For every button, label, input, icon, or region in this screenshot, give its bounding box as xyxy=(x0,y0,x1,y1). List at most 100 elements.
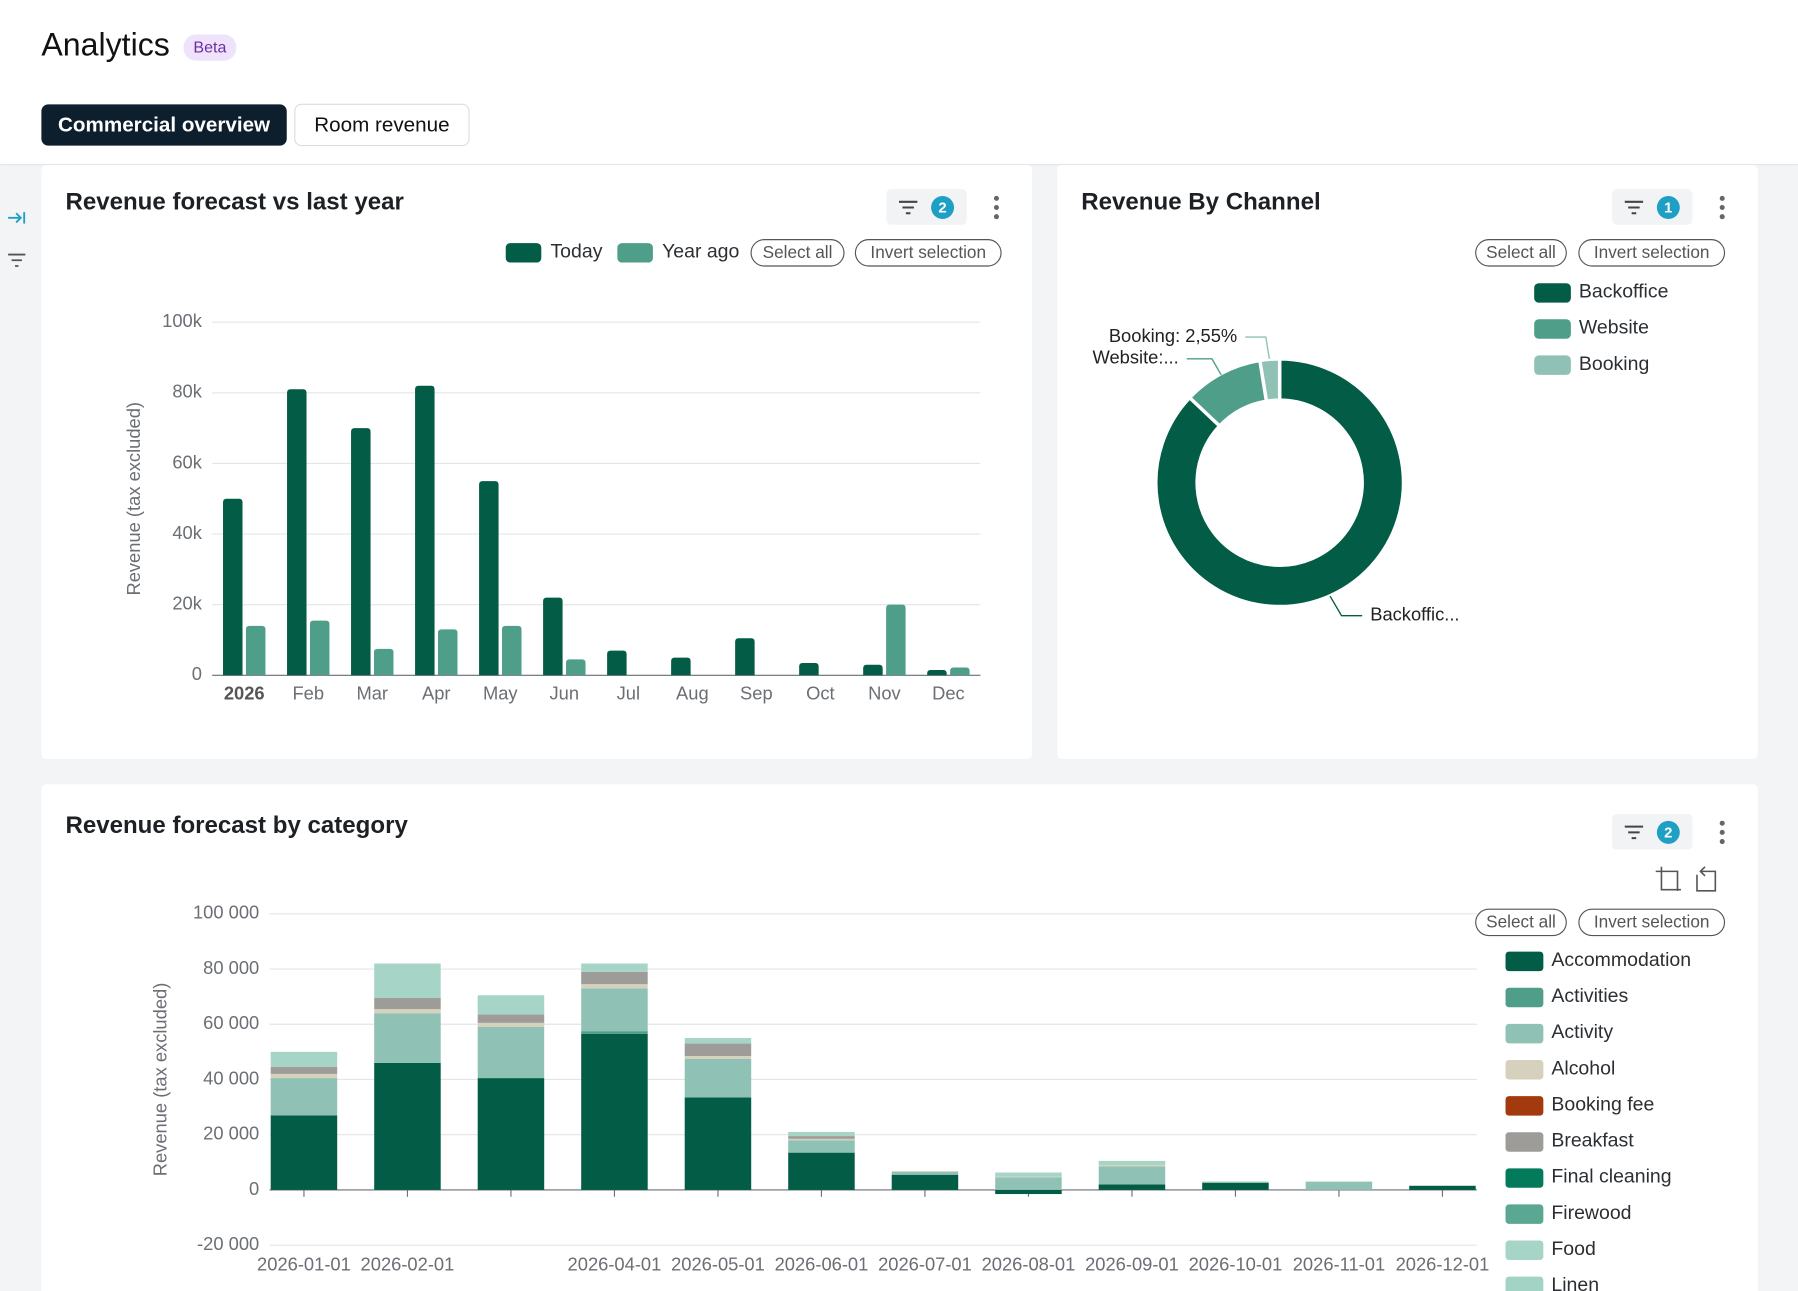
legend-label[interactable]: Breakfast xyxy=(1551,1130,1634,1152)
x-tick-label: 2026-08-01 xyxy=(982,1254,1076,1275)
x-tick-label: Aug xyxy=(676,683,709,704)
select-all-button[interactable] xyxy=(750,239,845,267)
bar-segment xyxy=(684,1038,752,1044)
bar-segment xyxy=(891,1171,959,1172)
legend-swatch[interactable] xyxy=(1505,1096,1544,1116)
zoom-reset-icon[interactable] xyxy=(1696,866,1717,892)
legend-label[interactable]: Accommodation xyxy=(1551,949,1691,971)
y-tick-label: 100 000 xyxy=(193,902,259,923)
menu-dot[interactable] xyxy=(1719,195,1725,201)
menu-dot[interactable] xyxy=(1719,829,1725,835)
menu-dot[interactable] xyxy=(1719,839,1725,845)
legend-label[interactable]: Linen xyxy=(1551,1274,1599,1291)
bar-segment xyxy=(1202,1181,1269,1184)
select-all-button[interactable] xyxy=(1475,239,1567,267)
x-tick-label: 2026-04-01 xyxy=(568,1254,662,1275)
bar-segment xyxy=(270,1067,338,1074)
legend-label[interactable]: Final cleaning xyxy=(1551,1166,1671,1188)
bar-segment xyxy=(788,1140,855,1153)
select-all-button[interactable] xyxy=(1475,908,1567,937)
x-tick-label: 2026-01-01 xyxy=(257,1254,351,1275)
bar-segment xyxy=(374,998,441,1010)
menu-dot[interactable] xyxy=(993,214,999,220)
bar xyxy=(671,657,691,676)
legend-swatch[interactable] xyxy=(1505,1204,1544,1224)
panel-title: Revenue forecast by category xyxy=(65,812,408,839)
legend-label[interactable]: Food xyxy=(1551,1238,1595,1260)
y-axis-title: Revenue (tax excluded) xyxy=(123,402,144,596)
legend-label[interactable]: Booking xyxy=(1579,353,1649,375)
legend-label[interactable]: Firewood xyxy=(1551,1202,1631,1224)
legend-swatch[interactable] xyxy=(1505,1240,1544,1261)
slice-label: Website:... xyxy=(1093,347,1179,368)
invert-button[interactable] xyxy=(1578,908,1726,937)
beta-text: Beta xyxy=(193,38,226,56)
legend-label[interactable]: Backoffice xyxy=(1579,281,1669,303)
y-tick-label: 40 000 xyxy=(203,1067,259,1088)
legend-swatch[interactable] xyxy=(1505,1168,1544,1188)
filter-button[interactable] xyxy=(1612,189,1693,225)
legend-label[interactable]: Activity xyxy=(1551,1021,1613,1043)
bar-segment xyxy=(995,1176,1062,1178)
filter-button[interactable] xyxy=(1612,814,1693,850)
x-tick-label: 2026-06-01 xyxy=(775,1254,869,1275)
select-all[interactable]: Select all xyxy=(1486,912,1556,932)
x-tick-label: 2026-05-01 xyxy=(671,1254,765,1275)
slice-label: Booking: 2,55% xyxy=(1109,325,1237,346)
menu-dot[interactable] xyxy=(1719,205,1725,211)
bar xyxy=(502,625,522,676)
legend-label[interactable]: Activities xyxy=(1551,985,1628,1007)
bar-segment xyxy=(374,963,441,999)
legend-swatch[interactable] xyxy=(617,243,653,263)
filter-badge xyxy=(931,196,955,219)
zoom-icon[interactable] xyxy=(1655,866,1681,891)
legend-label[interactable]: Website xyxy=(1579,317,1649,339)
menu-dot[interactable] xyxy=(993,195,999,201)
filter-icon[interactable] xyxy=(8,253,26,267)
y-tick-label: 60 000 xyxy=(203,1012,259,1033)
x-tick-label: Mar xyxy=(356,683,388,704)
bar-segment xyxy=(788,1131,855,1137)
legend-swatch[interactable] xyxy=(1505,1023,1544,1044)
bar-segment xyxy=(995,1172,1062,1177)
menu-dot[interactable] xyxy=(993,205,999,211)
filter-button[interactable] xyxy=(886,189,967,225)
menu-dot[interactable] xyxy=(1719,214,1725,220)
tab-label[interactable]: Commercial overview xyxy=(58,114,271,137)
legend-swatch[interactable] xyxy=(1505,951,1544,972)
legend-label[interactable]: Booking fee xyxy=(1551,1093,1654,1115)
legend-swatch[interactable] xyxy=(1505,1276,1544,1291)
invert-button[interactable] xyxy=(854,239,1002,267)
select-all[interactable]: Select all xyxy=(1486,242,1556,262)
bar xyxy=(223,498,243,676)
invert-selection[interactable]: Invert selection xyxy=(1594,912,1710,932)
bar-segment xyxy=(1305,1181,1373,1190)
collapse-icon[interactable] xyxy=(8,212,26,224)
legend-label[interactable]: Today xyxy=(550,240,602,262)
select-all[interactable]: Select all xyxy=(763,242,833,262)
invert-selection[interactable]: Invert selection xyxy=(870,242,986,262)
legend-swatch[interactable] xyxy=(1505,1059,1544,1080)
legend-label[interactable]: Year ago xyxy=(662,240,739,262)
filter-icon xyxy=(1624,825,1644,840)
filter-badge xyxy=(1656,820,1680,844)
legend-label[interactable]: Alcohol xyxy=(1551,1057,1615,1079)
menu-dot[interactable] xyxy=(1719,820,1725,826)
legend-swatch[interactable] xyxy=(1534,283,1571,303)
tab[interactable] xyxy=(294,103,470,147)
legend-swatch[interactable] xyxy=(1505,1132,1544,1152)
invert-button[interactable] xyxy=(1578,239,1726,267)
legend-swatch[interactable] xyxy=(505,243,542,263)
bar xyxy=(863,664,883,676)
tab-label[interactable]: Room revenue xyxy=(314,114,449,137)
legend-swatch[interactable] xyxy=(1534,355,1571,375)
bar-segment xyxy=(1098,1165,1166,1167)
bar-segment xyxy=(788,1138,855,1141)
tab-active[interactable] xyxy=(41,104,287,146)
invert-selection[interactable]: Invert selection xyxy=(1594,242,1710,262)
bar-segment xyxy=(1098,1166,1166,1185)
legend-swatch[interactable] xyxy=(1534,319,1571,339)
bar-segment xyxy=(995,1177,1062,1190)
legend-swatch[interactable] xyxy=(1505,987,1544,1008)
